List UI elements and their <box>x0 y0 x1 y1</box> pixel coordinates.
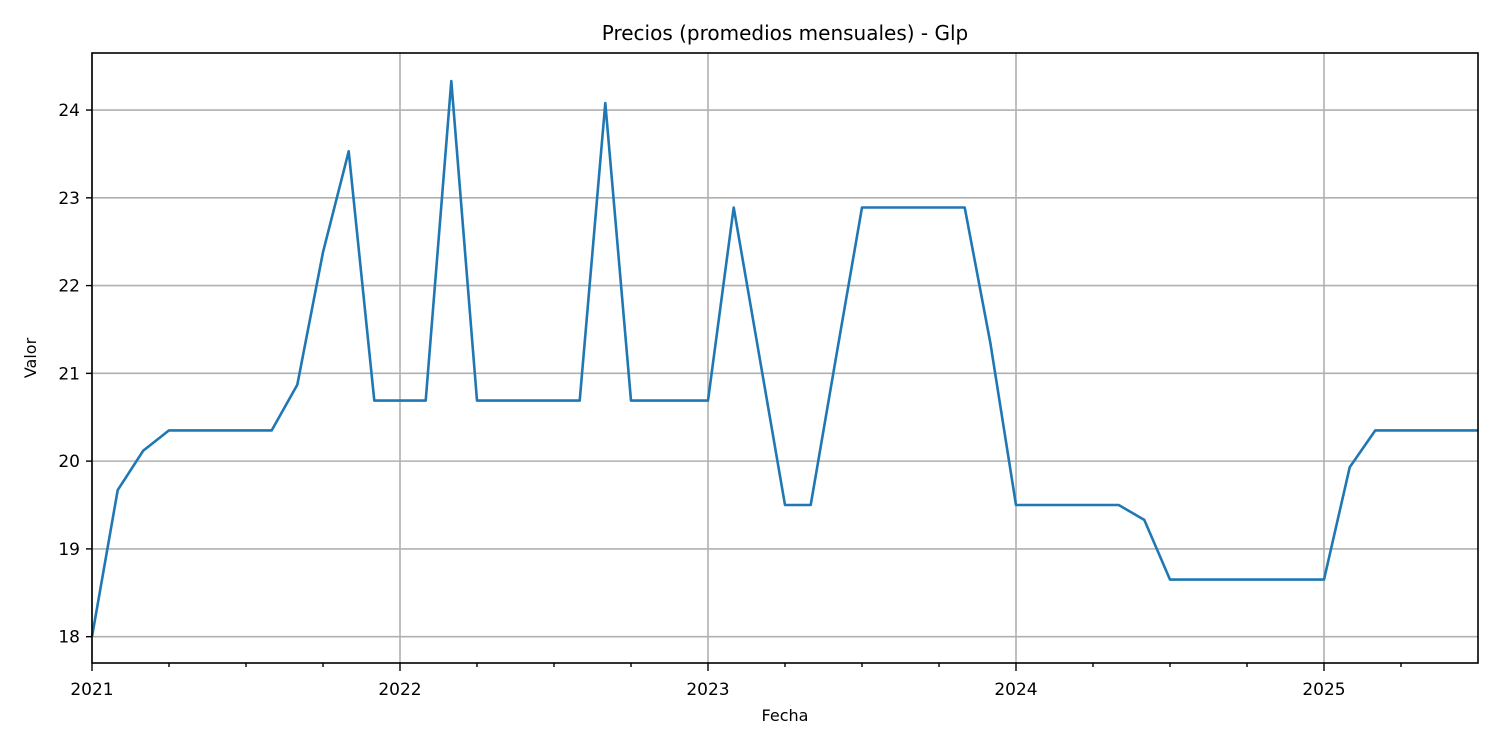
y-tick-label: 23 <box>58 189 80 209</box>
y-tick-label: 20 <box>58 452 80 472</box>
x-tick-label: 2024 <box>994 680 1037 700</box>
x-tick-label: 2025 <box>1302 680 1345 700</box>
y-tick-label: 18 <box>58 628 80 648</box>
y-axis: 18 19 20 21 22 23 24 <box>58 101 92 648</box>
y-tick-label: 19 <box>58 540 80 560</box>
chart-title: Precios (promedios mensuales) - Glp <box>602 21 969 45</box>
y-tick-label: 24 <box>58 101 80 121</box>
x-tick-label: 2023 <box>686 680 729 700</box>
series-layer <box>90 79 1478 637</box>
plot-frame <box>91 52 1479 664</box>
y-tick-label: 22 <box>58 277 80 297</box>
x-axis-label: Fecha <box>762 706 809 725</box>
y-tick-label: 21 <box>58 364 80 384</box>
x-axis: 2021 2022 2023 2024 2025 <box>70 663 1402 700</box>
grid-lines <box>91 53 1478 663</box>
series-line <box>90 79 1478 637</box>
x-tick-label: 2022 <box>378 680 421 700</box>
y-axis-label: Valor <box>21 337 40 378</box>
x-tick-label: 2021 <box>70 680 113 700</box>
